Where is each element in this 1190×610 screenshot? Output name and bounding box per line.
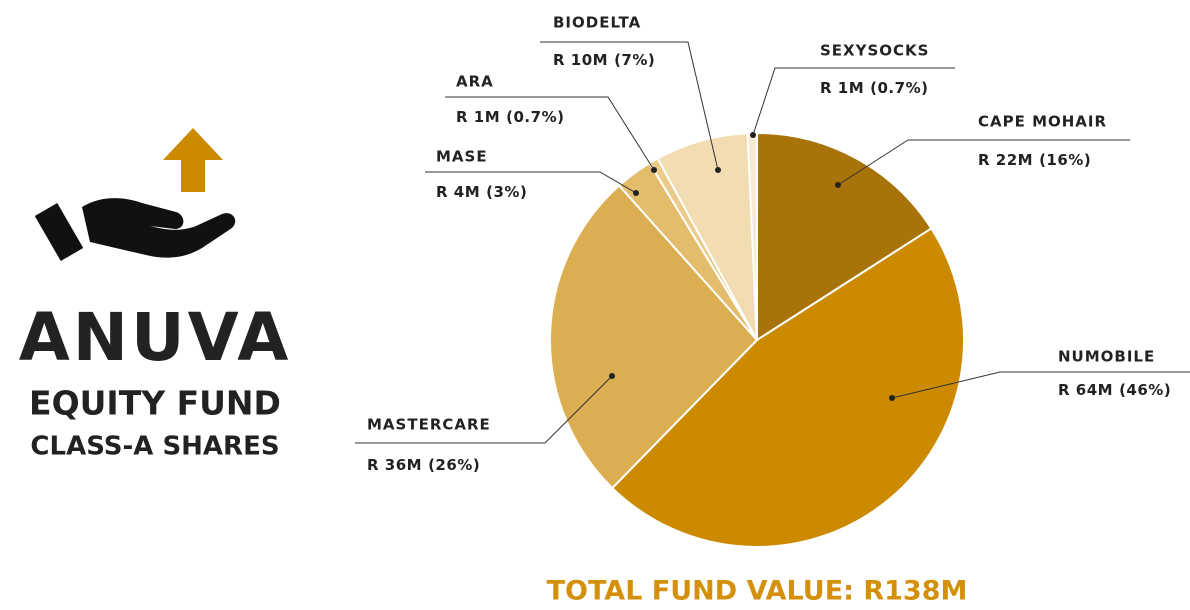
leader-dot [609,373,615,379]
slice-label: CAPE MOHAIR [978,113,1107,131]
leader-line [540,41,719,171]
share-label: (7%) [614,51,655,69]
slice-label: ARA [456,73,494,91]
value-label: R 1M [456,108,500,126]
value-label: R 36M [367,456,422,474]
leader-line [445,96,655,171]
share-label: (3%) [486,183,527,201]
slice-label: NUMOBILE [1058,348,1155,366]
slice-value: R 4M (3%) [436,183,527,201]
footer: TOTAL FUND VALUE: R138M [547,576,968,607]
leader-dot [633,190,639,196]
leader-line [891,371,1190,399]
leader-line [355,375,613,444]
share-label: (0.7%) [506,108,564,126]
slice-label: MASTERCARE [367,416,491,434]
slice-value: R 1M (0.7%) [820,79,928,97]
hand-icon [34,128,236,262]
slice-value: R 1M (0.7%) [456,108,564,126]
leader-line [425,171,637,194]
slice-label: BIODELTA [553,14,641,32]
share-label: (26%) [428,456,480,474]
leader-dot [715,167,721,173]
leader-dot [889,395,895,401]
leader-dot [835,182,841,188]
slice-label: SEXYSOCKS [820,42,929,60]
leader-line [837,139,1130,186]
leader-dot [750,132,756,138]
value-label: R 22M [978,151,1033,169]
title: ANUVA [19,299,292,376]
slice-value: R 10M (7%) [553,51,655,69]
slice-value: R 64M (46%) [1058,381,1171,399]
slice-label: MASE [436,148,488,166]
slice-value: R 22M (16%) [978,151,1091,169]
pie-slice [756,131,933,342]
value-label: R 4M [436,183,480,201]
value-label: R 1M [820,79,864,97]
pie-slice [610,227,966,548]
subtitle: EQUITY FUND [29,384,281,423]
slice-value: R 36M (26%) [367,456,480,474]
leader-dot [651,167,657,173]
leader-line [752,67,955,136]
share-label: (46%) [1119,381,1171,399]
share-label: (0.7%) [870,79,928,97]
share-label: (16%) [1039,151,1091,169]
value-label: R 64M [1058,381,1113,399]
caption: CLASS-A SHARES [30,432,279,462]
pie-slice [549,184,759,490]
value-label: R 10M [553,51,608,69]
